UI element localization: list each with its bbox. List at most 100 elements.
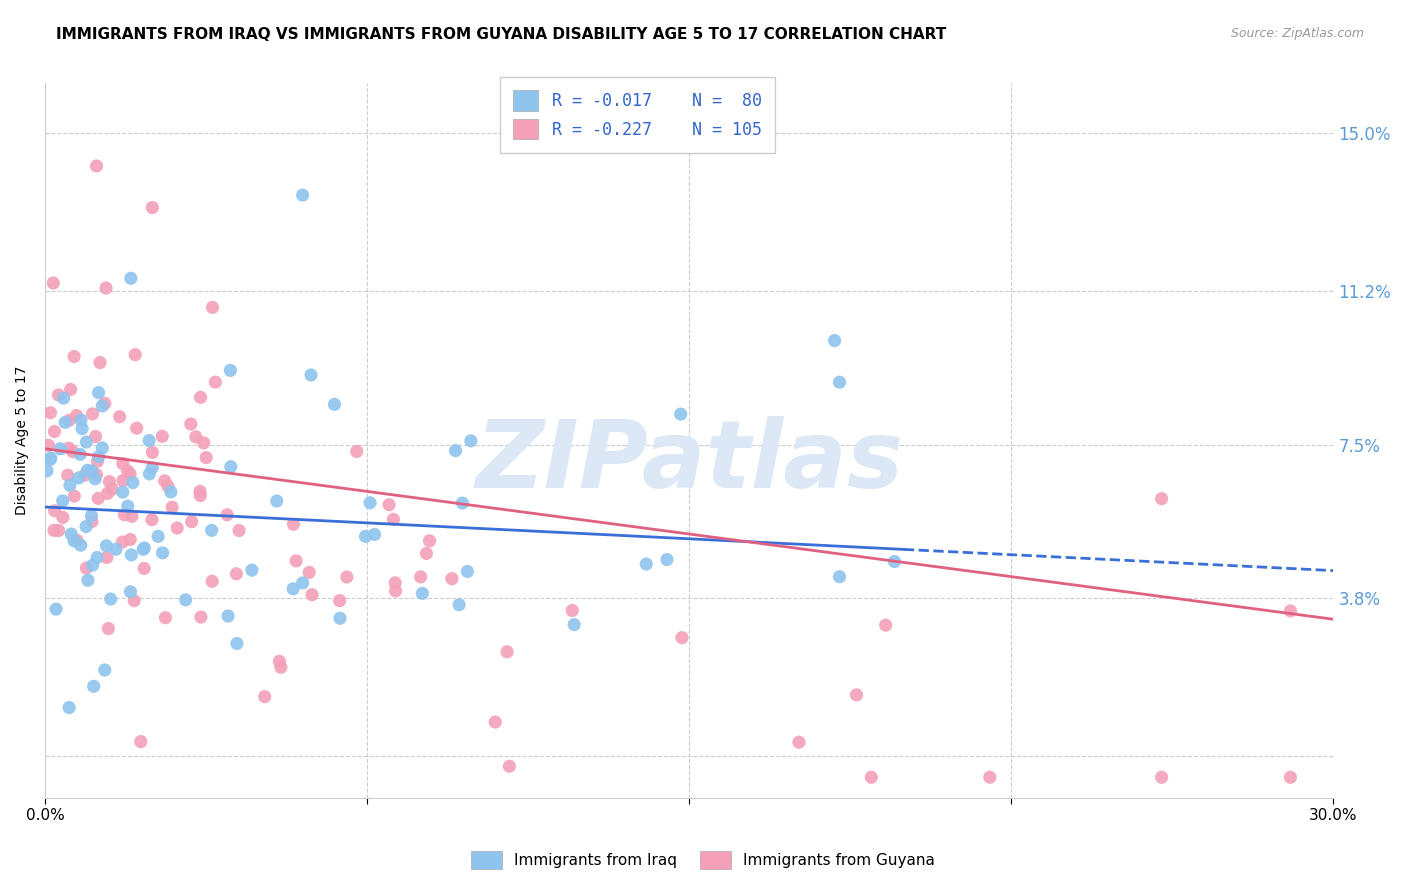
Point [44, 425, 66, 439]
Legend: R = -0.017    N =  80, R = -0.227    N = 105: R = -0.017 N = 80, R = -0.227 N = 105 [501, 77, 775, 153]
Point [80, 508, 103, 523]
Point [787, 735, 810, 749]
Point [58, 441, 80, 455]
Point [152, 546, 174, 560]
Point [266, 494, 288, 508]
Point [141, 445, 163, 459]
Point [86, 159, 108, 173]
Point [96, 539, 118, 553]
Point [52, 494, 75, 508]
Point [415, 546, 437, 560]
Point [378, 498, 401, 512]
Point [111, 535, 134, 549]
Point [298, 566, 321, 580]
Point [562, 617, 585, 632]
Point [1279, 604, 1302, 618]
Point [875, 618, 897, 632]
Point [60, 527, 83, 541]
Point [49, 442, 72, 456]
Point [828, 376, 851, 390]
Point [636, 557, 658, 571]
Point [281, 582, 304, 596]
Point [456, 565, 478, 579]
Point [409, 570, 432, 584]
Point [201, 301, 224, 315]
Point [299, 368, 322, 382]
Point [138, 434, 160, 448]
Point [132, 542, 155, 557]
Point [153, 474, 176, 488]
Point [440, 572, 463, 586]
Point [77, 573, 100, 587]
Point [329, 593, 352, 607]
Point [65, 409, 87, 423]
Point [120, 271, 142, 285]
Point [146, 529, 169, 543]
Point [87, 491, 110, 506]
Point [828, 570, 851, 584]
Point [285, 554, 308, 568]
Point [449, 598, 471, 612]
Text: IMMIGRANTS FROM IRAQ VS IMMIGRANTS FROM GUYANA DISABILITY AGE 5 TO 17 CORRELATIO: IMMIGRANTS FROM IRAQ VS IMMIGRANTS FROM … [56, 27, 946, 42]
Point [138, 467, 160, 481]
Point [39, 406, 62, 420]
Point [166, 521, 188, 535]
Point [42, 524, 65, 538]
Point [561, 603, 583, 617]
Point [62, 444, 84, 458]
Point [301, 588, 323, 602]
Point [69, 447, 91, 461]
Point [94, 663, 117, 677]
Point [120, 548, 142, 562]
Point [419, 533, 441, 548]
Point [42, 276, 65, 290]
Point [201, 524, 224, 538]
Point [174, 592, 197, 607]
Point [66, 533, 89, 548]
Point [70, 413, 93, 427]
Point [75, 561, 97, 575]
Point [58, 700, 80, 714]
Point [451, 496, 474, 510]
Point [190, 488, 212, 502]
Point [336, 570, 359, 584]
Point [122, 593, 145, 607]
Point [860, 770, 883, 784]
Point [180, 515, 202, 529]
Point [82, 558, 104, 573]
Point [291, 575, 314, 590]
Point [124, 348, 146, 362]
Point [460, 434, 482, 448]
Point [669, 407, 692, 421]
Point [94, 281, 117, 295]
Point [219, 459, 242, 474]
Point [86, 454, 108, 468]
Point [35, 464, 58, 478]
Point [1279, 770, 1302, 784]
Point [87, 385, 110, 400]
Point [291, 188, 314, 202]
Point [100, 592, 122, 607]
Point [411, 586, 433, 600]
Point [120, 467, 142, 482]
Point [150, 429, 173, 443]
Point [75, 519, 97, 533]
Point [188, 484, 211, 499]
Point [80, 515, 103, 529]
Point [655, 552, 678, 566]
Point [240, 563, 263, 577]
Point [48, 524, 70, 538]
Point [108, 409, 131, 424]
Point [122, 475, 145, 490]
Point [86, 467, 108, 482]
Point [111, 474, 134, 488]
Point [121, 509, 143, 524]
Point [160, 500, 183, 515]
Point [96, 550, 118, 565]
Point [496, 645, 519, 659]
Point [363, 527, 385, 541]
Point [382, 512, 405, 526]
Point [63, 350, 86, 364]
Point [883, 555, 905, 569]
Point [219, 363, 242, 377]
